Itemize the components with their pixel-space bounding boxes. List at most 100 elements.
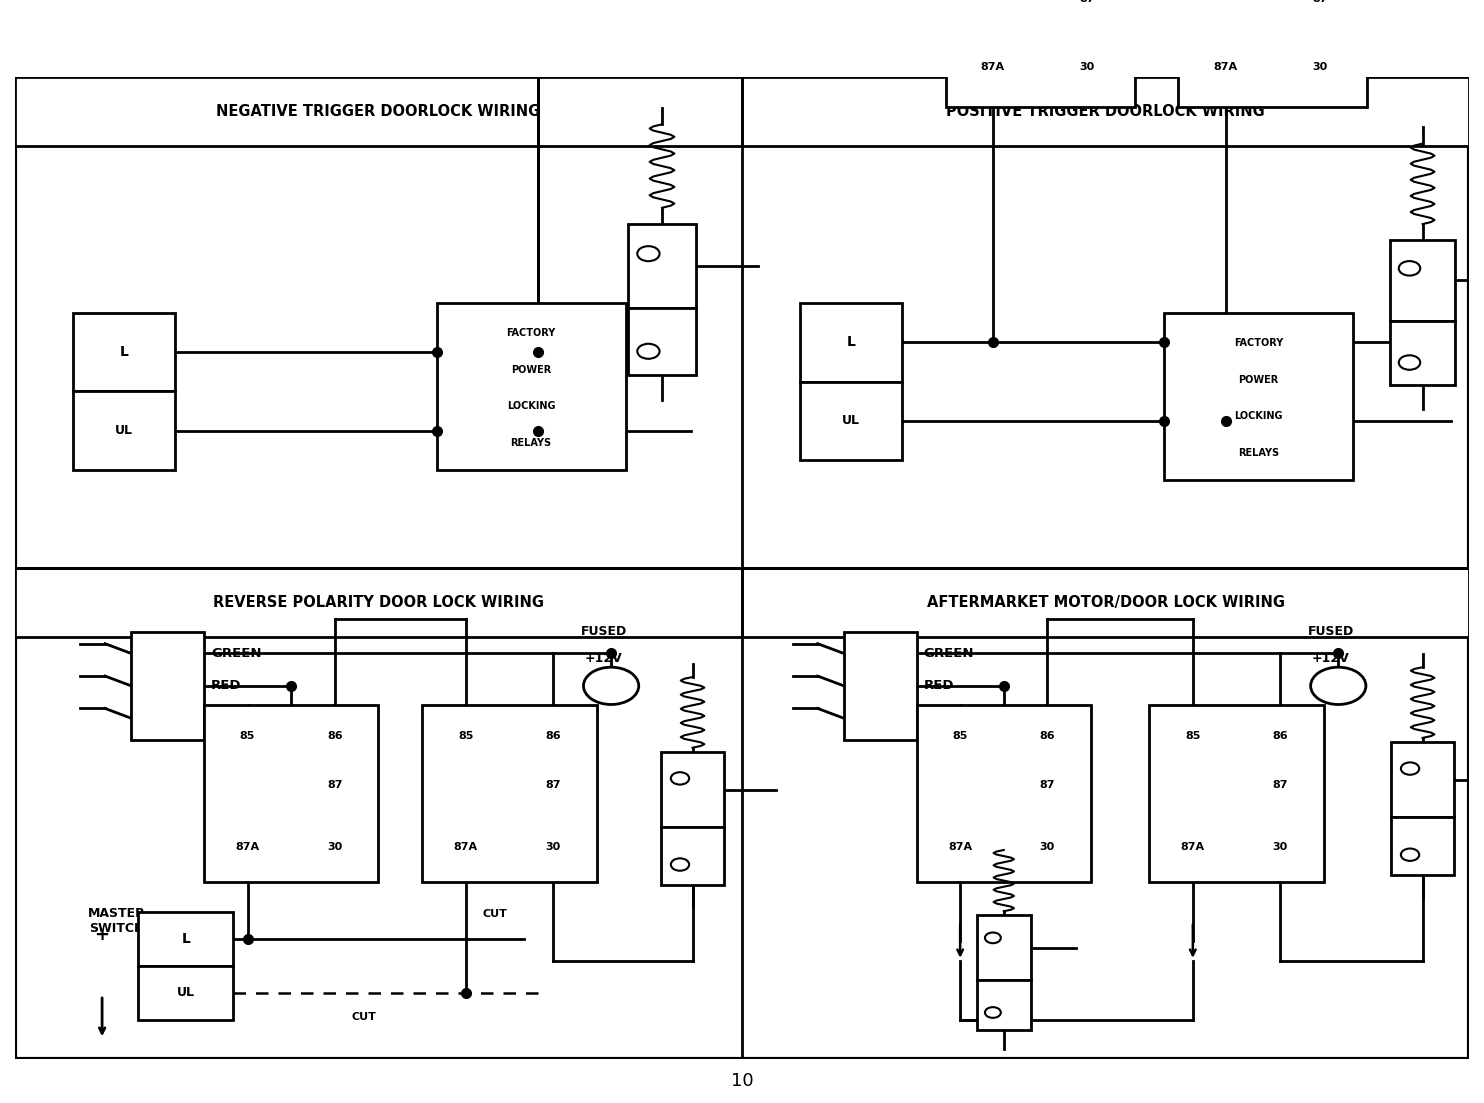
Bar [1178,0,1367,107]
Text: CUT: CUT [482,909,508,919]
Bar [800,303,902,382]
Bar [15,77,742,146]
Text: +: + [95,927,110,944]
Text: UL: UL [114,425,134,437]
Text: GREEN: GREEN [211,647,261,660]
Circle shape [1401,848,1419,861]
Text: 85: 85 [1186,730,1201,740]
Bar [800,382,902,460]
Text: CUT: CUT [352,1013,377,1022]
Text: 85: 85 [240,730,255,740]
Bar [662,752,724,827]
Text: L: L [120,345,128,360]
Text: MASTER
SWITCH: MASTER SWITCH [88,908,145,935]
Text: 87A: 87A [1181,842,1205,852]
Text: +: + [604,677,617,695]
Text: BASIC DOOR LOCK DIAGRAMS: BASIC DOOR LOCK DIAGRAMS [395,14,1089,57]
Text: 86: 86 [1040,730,1055,740]
Bar [976,915,1031,981]
Text: 87A: 87A [236,842,260,852]
Text: LOCKING: LOCKING [1235,411,1282,421]
Bar [662,827,724,885]
Bar [1391,240,1456,321]
Text: 30: 30 [545,842,561,852]
Text: 87A: 87A [1214,63,1238,73]
Text: BLUE: BLUE [925,711,962,725]
Text: 86: 86 [545,730,561,740]
Text: 87: 87 [326,780,343,790]
Text: 87: 87 [1080,0,1095,3]
Text: GREEN: GREEN [925,647,975,660]
Text: 86: 86 [1272,730,1288,740]
Text: L: L [847,335,855,350]
Bar [15,568,742,636]
Text: UL: UL [177,986,194,999]
Text: 10: 10 [730,1072,754,1090]
Text: FACTORY: FACTORY [1233,338,1282,347]
Text: RED: RED [925,679,954,693]
Text: 30: 30 [326,842,343,852]
Text: +12V: +12V [585,652,623,665]
Bar [917,706,1091,882]
Text: UL: UL [841,415,861,427]
Bar [1391,742,1454,817]
Text: 86: 86 [326,730,343,740]
Text: 87: 87 [545,780,561,790]
Text: RELAYS: RELAYS [510,438,552,448]
Text: LOCKING: LOCKING [508,401,555,411]
Bar [436,303,626,470]
Text: NEGATIVE TRIGGER DOORLOCK WIRING: NEGATIVE TRIGGER DOORLOCK WIRING [217,104,540,119]
Text: 85: 85 [459,730,473,740]
Bar [1391,321,1456,385]
Text: 85: 85 [953,730,968,740]
Bar [976,981,1031,1030]
Text: FUSED: FUSED [580,625,626,639]
Text: 87: 87 [1312,0,1328,3]
Text: FACTORY: FACTORY [506,328,555,338]
Text: RED: RED [211,679,242,693]
Text: 30: 30 [1312,63,1328,73]
Text: 87: 87 [1040,780,1055,790]
Circle shape [1310,667,1365,705]
Circle shape [985,932,1000,943]
Bar [421,706,597,882]
Circle shape [637,344,659,358]
Text: REVERSE POLARITY DOOR LOCK WIRING: REVERSE POLARITY DOOR LOCK WIRING [212,595,545,610]
Bar [131,632,203,740]
Circle shape [1401,762,1419,774]
Circle shape [1399,261,1420,276]
Bar [203,706,378,882]
Text: 30: 30 [1040,842,1055,852]
Bar [138,911,233,965]
Text: 30: 30 [1272,842,1288,852]
Bar [844,632,917,740]
Text: FUSED: FUSED [1307,625,1353,639]
Circle shape [985,1007,1000,1018]
Circle shape [1399,355,1420,370]
Bar [742,77,1469,146]
Text: RELAYS: RELAYS [1238,448,1279,458]
Text: 87A: 87A [981,63,1005,73]
Bar [73,313,175,392]
Circle shape [637,246,659,261]
Bar [1163,313,1353,480]
Bar [628,308,696,375]
Circle shape [671,772,689,784]
Bar [628,225,696,308]
Text: POSITIVE TRIGGER DOORLOCK WIRING: POSITIVE TRIGGER DOORLOCK WIRING [947,104,1264,119]
Text: POWER: POWER [510,365,551,375]
Text: BLUE: BLUE [211,711,249,725]
Text: 87: 87 [1272,780,1288,790]
Circle shape [583,667,638,705]
Bar [742,568,1469,636]
Circle shape [671,858,689,870]
Text: 87A: 87A [454,842,478,852]
Bar [1149,706,1324,882]
Bar [1391,817,1454,875]
Text: 30: 30 [1080,63,1095,73]
Text: +: + [1331,677,1345,695]
Text: +12V: +12V [1312,652,1350,665]
Bar [138,965,233,1019]
Text: POWER: POWER [1238,375,1278,385]
Text: AFTERMARKET MOTOR/DOOR LOCK WIRING: AFTERMARKET MOTOR/DOOR LOCK WIRING [926,595,1285,610]
